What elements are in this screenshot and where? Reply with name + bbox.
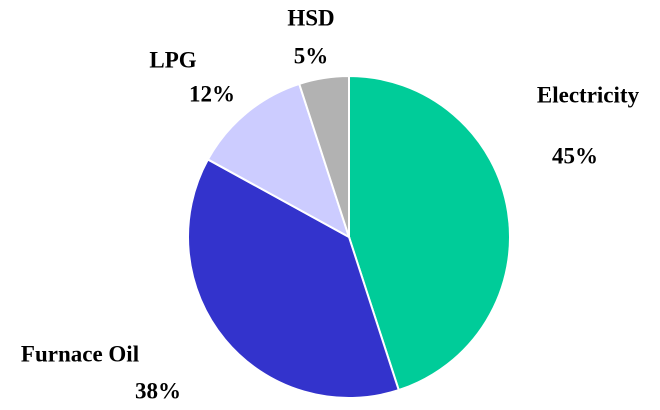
slice-label: LPG — [149, 47, 196, 72]
slice-label: HSD — [287, 5, 334, 30]
value-label: 12% — [189, 81, 235, 106]
slice-label: Furnace Oil — [21, 341, 139, 366]
pie-slice — [206, 82, 351, 240]
value-label: 5% — [294, 43, 329, 68]
pie-slice — [348, 74, 511, 392]
slice-label: Electricity — [537, 82, 640, 107]
value-label: 38% — [135, 378, 181, 403]
value-label: 45% — [552, 143, 598, 168]
pie-slice — [297, 74, 350, 238]
pie-slice — [187, 158, 401, 399]
